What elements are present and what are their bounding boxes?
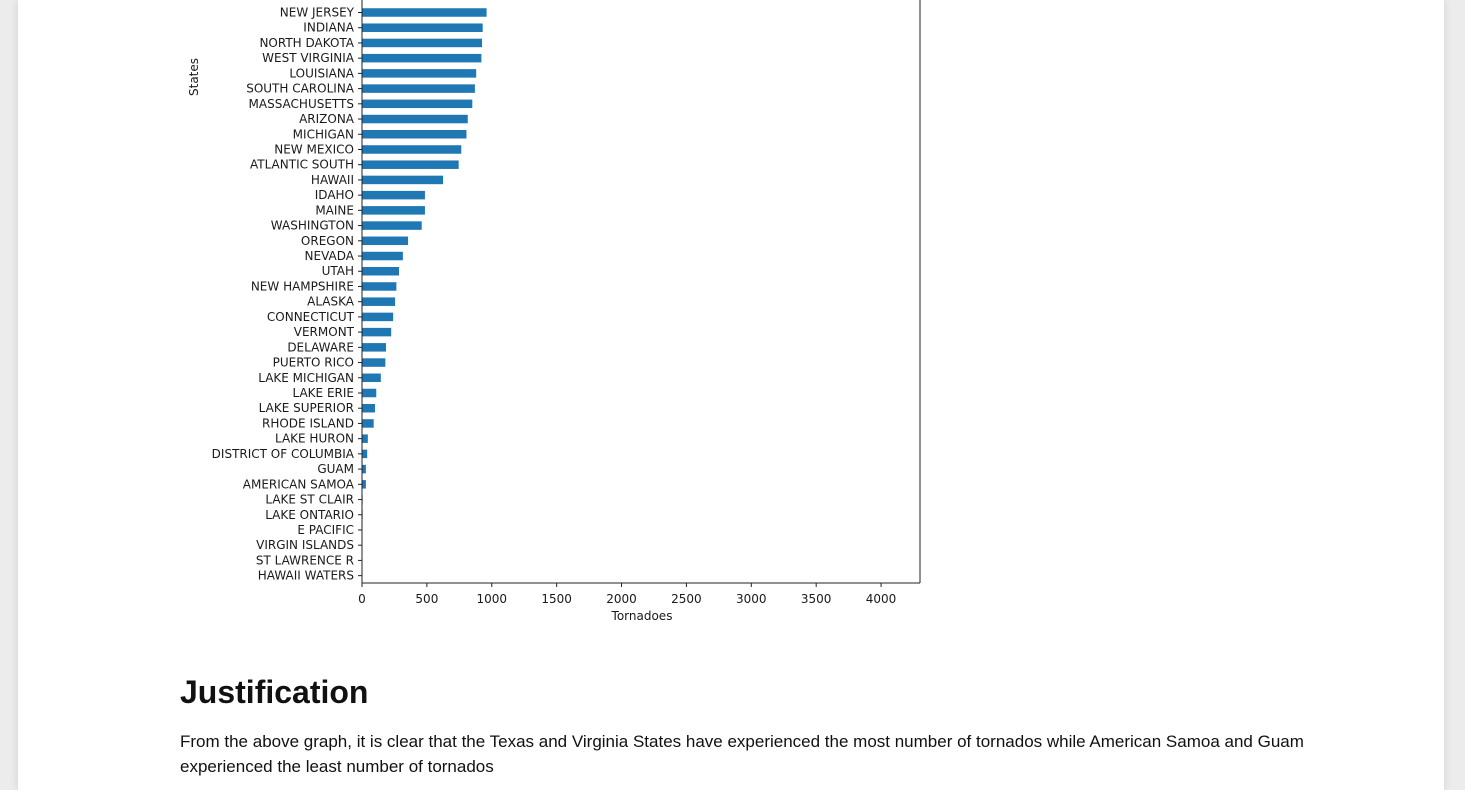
bar <box>362 23 483 32</box>
bar <box>362 236 409 246</box>
x-axis-label: Tornadoes <box>611 609 673 623</box>
y-tick-label: LAKE HURON <box>275 432 354 446</box>
bar <box>362 480 366 489</box>
bar <box>362 84 475 93</box>
bar <box>362 343 387 352</box>
x-tick-label: 500 <box>415 592 438 606</box>
y-tick-label: VERMONT <box>294 325 355 339</box>
bar <box>362 251 403 261</box>
bar <box>362 327 392 337</box>
bar <box>362 130 467 139</box>
x-tick-label: 3000 <box>736 592 767 606</box>
bar <box>362 282 397 291</box>
y-tick-label: IDAHO <box>315 188 354 202</box>
y-tick-label: WASHINGTON <box>271 219 354 233</box>
y-tick-label: RHODE ISLAND <box>262 416 354 430</box>
bar <box>362 266 399 276</box>
bar <box>362 114 468 124</box>
bar <box>362 99 473 109</box>
bar <box>362 160 459 169</box>
y-tick-label: GUAM <box>317 462 354 476</box>
bar <box>362 358 386 367</box>
x-tick-label: 1500 <box>541 592 572 606</box>
y-tick-label: VIRGIN ISLANDS <box>256 538 354 552</box>
bar <box>362 221 422 230</box>
bar <box>362 145 462 154</box>
y-tick-label: CONNECTICUT <box>267 310 355 324</box>
bar <box>362 449 368 459</box>
bar <box>362 403 375 413</box>
bar <box>362 434 368 443</box>
y-tick-label: LAKE ONTARIO <box>265 508 354 522</box>
y-tick-label: PUERTO RICO <box>273 356 354 370</box>
bar <box>362 206 425 215</box>
y-axis-label: States <box>187 58 201 96</box>
bar <box>362 464 366 474</box>
bar <box>362 38 483 48</box>
bar <box>362 373 381 383</box>
y-tick-label: LAKE MICHIGAN <box>258 371 354 385</box>
x-tick-label: 4000 <box>866 592 897 606</box>
bar <box>362 297 396 306</box>
bar <box>362 69 477 78</box>
y-tick-label: DELAWARE <box>287 340 354 354</box>
y-tick-label: INDIANA <box>303 21 354 35</box>
y-tick-label: NEW JERSEY <box>280 6 355 20</box>
bar <box>362 312 394 322</box>
x-tick-label: 3500 <box>801 592 832 606</box>
y-tick-label: ATLANTIC SOUTH <box>250 158 354 172</box>
y-tick-label: AMERICAN SAMOA <box>243 477 355 491</box>
y-tick-label: HAWAII <box>311 173 354 187</box>
y-tick-label: UTAH <box>322 264 354 278</box>
bar <box>362 388 377 398</box>
y-tick-label: LAKE ST CLAIR <box>265 493 354 507</box>
y-tick-label: NORTH DAKOTA <box>259 36 354 50</box>
y-tick-label: LOUISIANA <box>289 66 354 80</box>
y-tick-label: ST LAWRENCE R <box>256 553 354 567</box>
y-tick-label: NEVADA <box>305 249 355 263</box>
y-tick-label: OREGON <box>301 234 354 248</box>
bar <box>362 175 444 185</box>
y-tick-label: HAWAII WATERS <box>258 569 354 583</box>
y-tick-label: WEST VIRGINIA <box>262 51 355 65</box>
y-tick-label: ALASKA <box>307 295 355 309</box>
y-tick-label: SOUTH CAROLINA <box>246 82 355 96</box>
y-tick-label: MICHIGAN <box>293 127 354 141</box>
x-tick-label: 2500 <box>671 592 702 606</box>
bar <box>362 8 487 17</box>
y-tick-label: MASSACHUSETTS <box>249 97 354 111</box>
x-ticks: 0 500 1000 1500 2000 2500 3000 3500 4000 <box>358 583 896 606</box>
bars-layer <box>362 8 487 580</box>
article-page: NEW JERSEY INDIANA NORTH DAKOTA WEST VIRGIN… <box>18 0 1444 790</box>
bar <box>362 190 425 200</box>
bar <box>362 419 374 428</box>
justification-heading: Justification <box>180 674 369 710</box>
axes <box>361 0 921 584</box>
x-tick-label: 1000 <box>476 592 507 606</box>
bar <box>362 53 482 63</box>
y-tick-label: NEW HAMPSHIRE <box>251 279 354 293</box>
y-tick-label: DISTRICT OF COLUMBIA <box>212 447 355 461</box>
y-tick-label: LAKE SUPERIOR <box>259 401 354 415</box>
x-tick-label: 2000 <box>606 592 637 606</box>
y-tick-label: ARIZONA <box>299 112 355 126</box>
y-tick-label: NEW MEXICO <box>274 142 354 156</box>
y-tick-label: LAKE ERIE <box>293 386 354 400</box>
y-tick-label: E PACIFIC <box>297 523 354 537</box>
justification-text: From the above graph, it is clear that t… <box>180 732 1304 776</box>
x-tick-label: 0 <box>358 592 366 606</box>
y-tick-label: MAINE <box>315 203 354 217</box>
